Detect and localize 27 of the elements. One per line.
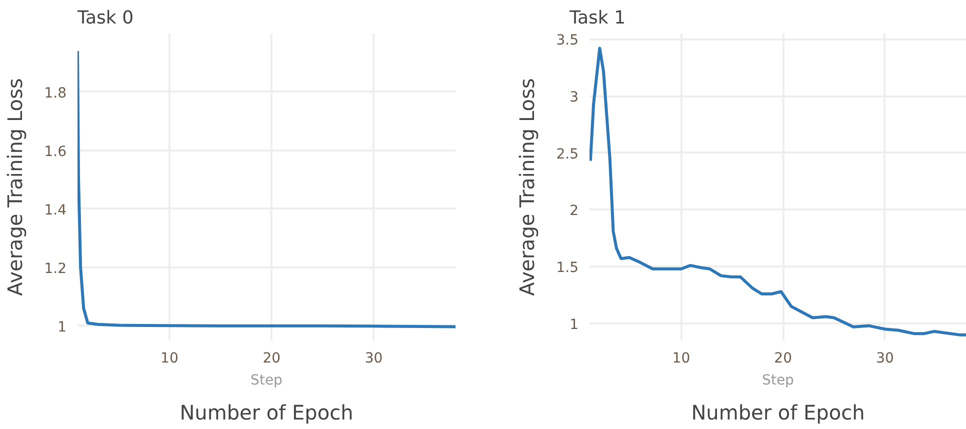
y-axis-title: Average Training Loss (515, 78, 540, 296)
x-tick-label: 20 (262, 350, 281, 366)
x-tick-label: 10 (672, 350, 690, 366)
y-tick-label: 3.5 (556, 32, 578, 49)
y-tick-label: 1.8 (44, 85, 66, 102)
y-tick-label: 1.6 (44, 144, 67, 160)
chart-title: Task 0 (76, 8, 134, 28)
x-axis-title: Number of Epoch (180, 400, 354, 424)
x-tick-label: 30 (876, 350, 894, 366)
x-tick-label: 20 (774, 350, 792, 366)
line-series (78, 50, 456, 328)
y-tick-label: 1 (58, 319, 67, 336)
text: Step (250, 372, 283, 388)
x-tick-label: 10 (160, 350, 178, 366)
y-axis-title: Average Training Loss (3, 78, 28, 296)
y-tick-label: 1.5 (556, 260, 578, 276)
x-axis-title: Number of Epoch (691, 400, 865, 424)
line-series (590, 46, 966, 336)
chart-title: Task 1 (568, 8, 626, 28)
text: Step (762, 372, 794, 388)
y-tick-label: 1.2 (44, 260, 66, 277)
y-tick-label: 2.5 (556, 146, 578, 162)
y-tick-label: 1.4 (44, 202, 67, 218)
y-tick-label: 3 (570, 90, 579, 106)
y-tick-label: 2 (570, 203, 579, 220)
x-tick-label: 30 (364, 350, 383, 366)
y-tick-label: 1 (570, 316, 579, 333)
